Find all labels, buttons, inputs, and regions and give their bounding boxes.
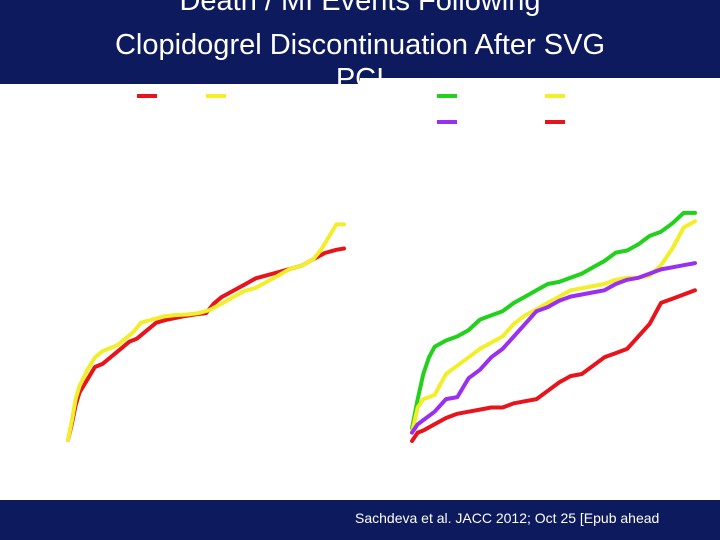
series-line-des xyxy=(66,222,346,442)
chart-panel-right xyxy=(360,78,720,500)
series-line-2-yr xyxy=(410,288,697,443)
citation: Sachdeva et al. JACC 2012; Oct 25 [Epub … xyxy=(355,510,660,526)
series-line-1-2-yr xyxy=(410,261,697,435)
page-title-line1: Death / MI Events Following xyxy=(179,0,541,17)
chart-panel-left xyxy=(0,84,360,500)
series-line-6-mo-1-yr xyxy=(410,219,697,435)
page-title-line3: PCI xyxy=(335,63,385,95)
page-title-line2: Clopidogrel Discontinuation After SVG xyxy=(114,29,606,61)
chart-left xyxy=(66,94,346,442)
series-line-6mo xyxy=(410,210,697,431)
series-line-bms xyxy=(66,246,346,442)
chart-right xyxy=(410,94,697,443)
